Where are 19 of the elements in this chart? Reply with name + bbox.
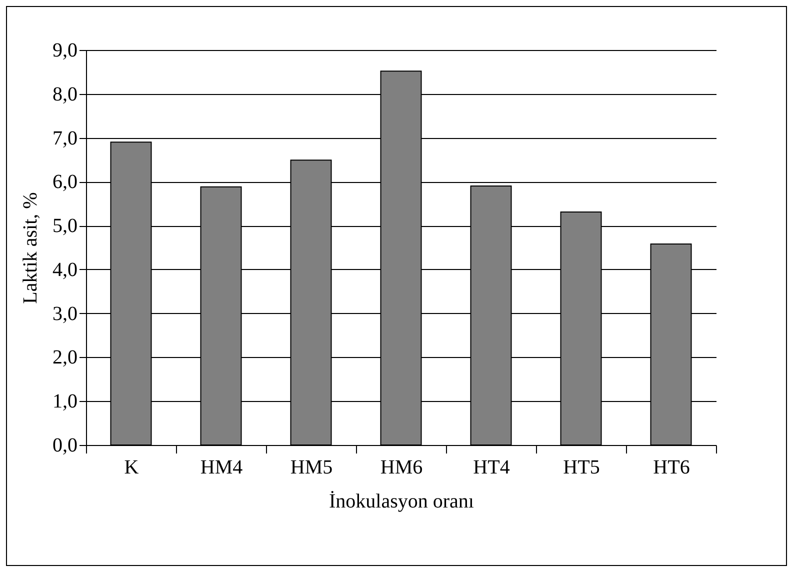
x-tick-label: HT4 bbox=[473, 456, 510, 478]
y-axis-title: Laktik asit, % bbox=[20, 192, 42, 304]
y-tick-label: 4,0 bbox=[52, 258, 78, 281]
y-tick-label: 0,0 bbox=[52, 434, 78, 456]
y-tick-label: 9,0 bbox=[52, 40, 78, 62]
y-tick-label: 5,0 bbox=[52, 215, 78, 238]
x-tick-label: HM4 bbox=[200, 456, 243, 478]
x-tick-label: K bbox=[124, 456, 140, 478]
y-tick-label: 8,0 bbox=[52, 83, 78, 106]
x-tick-label: HT6 bbox=[653, 456, 690, 478]
y-tick-label: 7,0 bbox=[52, 127, 78, 150]
x-tick-label: HT5 bbox=[563, 456, 600, 478]
x-tick-label: HM5 bbox=[290, 456, 333, 478]
x-axis-title: İnokulasyon oranı bbox=[329, 490, 474, 512]
y-tick-label: 1,0 bbox=[52, 390, 78, 413]
y-tick-label: 2,0 bbox=[52, 346, 78, 369]
y-tick-label: 3,0 bbox=[52, 302, 78, 325]
y-tick-label: 6,0 bbox=[52, 171, 78, 194]
x-tick-label: HM6 bbox=[380, 456, 423, 478]
